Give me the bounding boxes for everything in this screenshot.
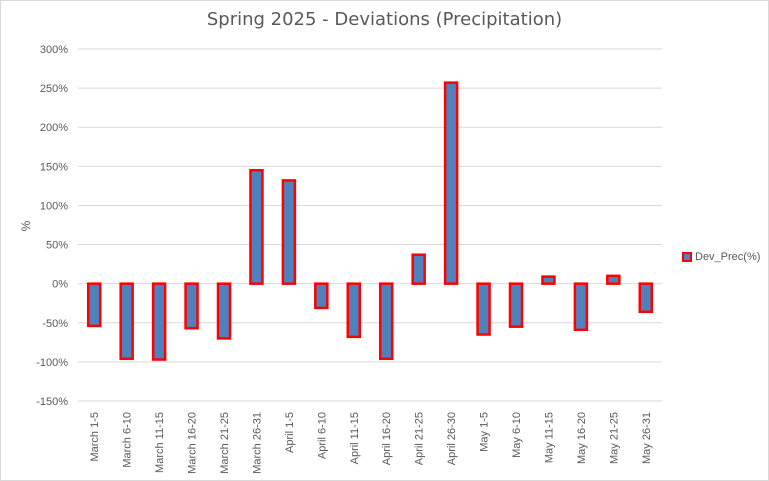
y-tick-label: 300%	[40, 44, 68, 56]
bar[interactable]	[476, 282, 491, 336]
chart-title: Spring 2025 - Deviations (Precipitation)	[206, 9, 563, 30]
y-axis-label: %	[19, 220, 33, 231]
y-tick-label: 0%	[52, 279, 68, 291]
bar[interactable]	[573, 282, 589, 332]
bar[interactable]	[281, 179, 297, 285]
bars	[86, 81, 654, 361]
x-tick-label: March 1-5	[89, 412, 101, 462]
y-tick-label: -100%	[36, 357, 68, 369]
x-tick-label: May 1-5	[479, 412, 491, 452]
y-tick-labels: 300% 250% 200% 150% 100% 50% 0% -50% -100% -150%	[36, 44, 68, 408]
bar[interactable]	[249, 168, 264, 285]
bar[interactable]	[184, 282, 199, 330]
legend-label: Dev_Prec(%)	[695, 251, 761, 263]
x-tick-label: May 11-15	[543, 412, 555, 463]
x-tick-label: April 16-20	[381, 412, 393, 465]
y-tick-label: -150%	[36, 396, 68, 408]
x-tick-label: April 6-10	[316, 412, 328, 459]
x-tick-label: April 21-25	[414, 412, 426, 465]
y-tick-label: 150%	[40, 161, 68, 173]
y-tick-label: 100%	[40, 200, 68, 212]
bar[interactable]	[119, 282, 134, 361]
x-tick-label: March 16-20	[187, 412, 199, 474]
legend[interactable]: Dev_Prec(%)	[682, 251, 760, 263]
x-tick-labels: March 1-5 March 6-10 March 11-15 March 16-2…	[89, 412, 653, 474]
y-tick-label: 250%	[40, 83, 68, 95]
x-tick-label: March 21-25	[219, 412, 231, 474]
x-tick-label: March 11-15	[154, 412, 166, 473]
x-tick-label: May 16-20	[576, 412, 588, 464]
bar[interactable]	[346, 282, 362, 339]
gridlines	[78, 48, 662, 402]
bar[interactable]	[314, 282, 329, 310]
bar[interactable]	[443, 81, 459, 285]
bar[interactable]	[541, 275, 556, 285]
x-tick-label: May 26-31	[641, 412, 653, 464]
y-tick-label: 200%	[40, 122, 68, 134]
bar[interactable]	[411, 253, 426, 285]
legend-swatch-icon	[682, 252, 692, 262]
y-tick-label: -50%	[42, 318, 68, 330]
x-tick-label: April 11-15	[349, 412, 361, 464]
x-tick-label: April 1-5	[284, 412, 296, 453]
bar[interactable]	[638, 282, 654, 314]
x-tick-label: April 26-30	[446, 412, 458, 465]
x-tick-label: March 26-31	[251, 412, 263, 474]
bar[interactable]	[151, 282, 167, 361]
bar[interactable]	[86, 282, 102, 328]
bar[interactable]	[378, 282, 394, 361]
y-tick-label: 50%	[46, 240, 68, 252]
bar[interactable]	[606, 274, 621, 285]
x-tick-label: May 21-25	[608, 412, 620, 464]
bar[interactable]	[508, 282, 524, 328]
x-tick-label: March 6-10	[122, 412, 134, 468]
x-tick-label: May 6-10	[511, 412, 523, 458]
bar[interactable]	[216, 282, 232, 340]
